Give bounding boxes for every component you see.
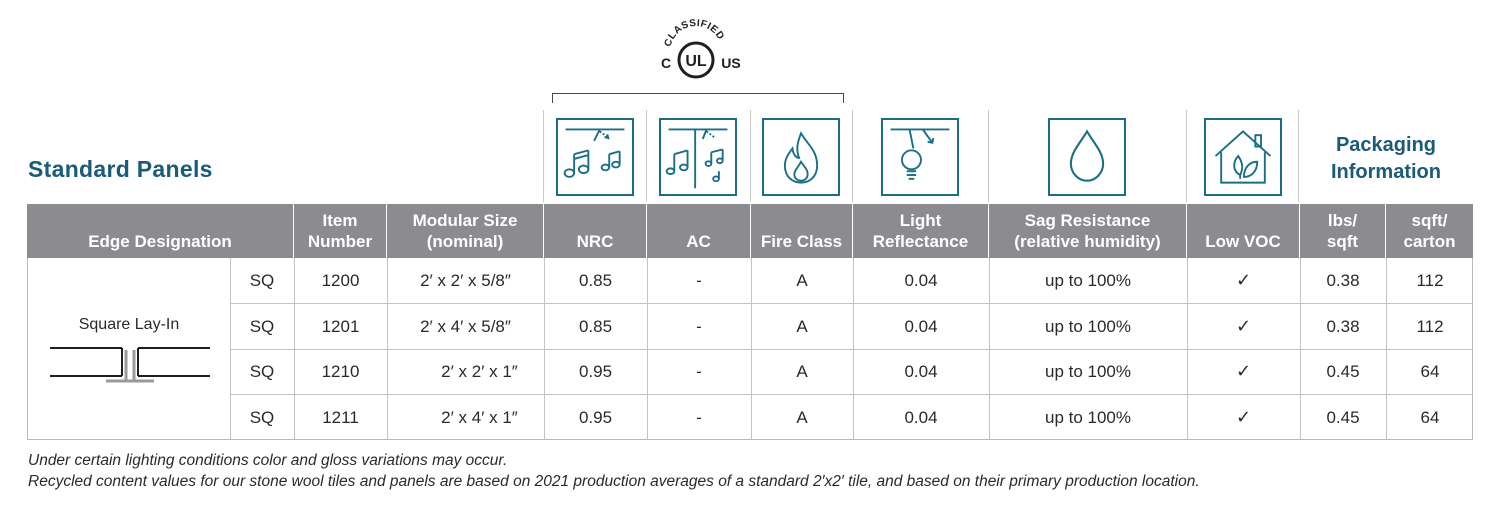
cell-sag-resistance: up to 100%	[1044, 362, 1131, 381]
cell-nrc: 0.95	[578, 408, 613, 427]
cell-sqft-carton: 64	[1420, 408, 1440, 427]
header-low-voc: Low VOC	[1186, 204, 1299, 258]
light-icon-cell	[852, 110, 988, 202]
square-lay-in-edge-icon	[50, 344, 210, 390]
ac-music-wall-icon	[659, 118, 737, 196]
cell-edge: SQ	[249, 317, 275, 336]
cell-item-number: 1201	[321, 317, 360, 336]
nrc-icon-cell	[543, 110, 646, 202]
section-title: Standard Panels	[28, 156, 213, 182]
fire-icon-cell	[750, 110, 852, 202]
footnote-color-variation: Under certain lighting conditions color …	[28, 452, 508, 469]
cell-fire-class: A	[796, 317, 808, 336]
header-ac: AC	[646, 204, 750, 258]
nrc-music-icon	[556, 118, 634, 196]
cell-light-reflectance: 0.04	[904, 408, 938, 427]
cell-nrc: 0.95	[578, 362, 613, 381]
header-sqft-carton: sqft/carton	[1385, 204, 1473, 258]
check-icon: ✓	[1235, 407, 1252, 427]
table-header-row: Edge Designation Item Number Modular Size…	[27, 204, 1473, 258]
cell-ac: -	[696, 317, 702, 336]
header-lbs-sqft: lbs/sqft	[1299, 204, 1385, 258]
check-icon: ✓	[1235, 270, 1252, 290]
fire-icon	[762, 118, 840, 196]
footnote-recycled-content: Recycled content values for our stone wo…	[28, 473, 1200, 490]
ul-classified-logo: CLASSIFIED UL C US	[640, 14, 750, 88]
packaging-information-title: Packaging Information	[1300, 132, 1472, 186]
svg-text:UL: UL	[685, 53, 707, 70]
cell-sqft-carton: 112	[1416, 271, 1444, 290]
cell-sqft-carton: 112	[1416, 317, 1444, 336]
cell-lbs-sqft: 0.45	[1326, 408, 1360, 427]
cell-light-reflectance: 0.04	[904, 317, 938, 336]
voc-icon-cell	[1186, 110, 1299, 202]
packaging-title-line-2: Information	[1331, 161, 1441, 183]
cell-sqft-carton: 64	[1420, 362, 1440, 381]
header-sag-resistance: Sag Resistance (relative humidity)	[988, 204, 1186, 258]
cell-item-number: 1200	[321, 271, 360, 290]
cell-light-reflectance: 0.04	[904, 362, 938, 381]
cell-edge: SQ	[249, 271, 275, 290]
cell-item-number: 1210	[321, 362, 360, 381]
header-edge-designation: Edge Designation	[88, 232, 232, 251]
cell-sag-resistance: up to 100%	[1044, 271, 1131, 290]
header-fire-class: Fire Class	[750, 204, 852, 258]
house-leaf-icon	[1204, 118, 1282, 196]
cell-modular-size: 2′ x 4′ x 1″	[441, 408, 518, 427]
cell-edge: SQ	[249, 408, 275, 427]
cell-fire-class: A	[796, 271, 808, 290]
cell-sag-resistance: up to 100%	[1044, 317, 1131, 336]
ul-bracket	[552, 93, 844, 103]
sag-icon-cell	[988, 110, 1186, 202]
light-reflectance-icon	[881, 118, 959, 196]
cell-fire-class: A	[796, 362, 808, 381]
cell-lbs-sqft: 0.45	[1326, 362, 1360, 381]
water-drop-icon	[1048, 118, 1126, 196]
cell-ac: -	[696, 271, 702, 290]
cell-modular-size: 2′ x 4′ x 5/8″	[420, 317, 511, 336]
header-modular-size: Modular Size (nominal)	[386, 204, 543, 258]
cell-nrc: 0.85	[578, 271, 613, 290]
cell-lbs-sqft: 0.38	[1326, 317, 1360, 336]
cell-sag-resistance: up to 100%	[1044, 408, 1131, 427]
packaging-title-line-1: Packaging	[1335, 134, 1437, 156]
cell-fire-class: A	[796, 408, 808, 427]
svg-text:US: US	[721, 55, 740, 71]
header-light-reflectance: Light Reflectance	[852, 204, 988, 258]
header-item-number: Item Number	[293, 204, 386, 258]
check-icon: ✓	[1235, 316, 1252, 336]
cell-modular-size: 2′ x 2′ x 1″	[441, 362, 518, 381]
cell-lbs-sqft: 0.38	[1326, 271, 1360, 290]
table-body: Square Lay-In SQ 1200 2′ x 2′ x 5/8″ 0.8…	[27, 258, 1473, 440]
cell-item-number: 1211	[322, 408, 359, 427]
cell-nrc: 0.85	[578, 317, 613, 336]
cell-ac: -	[696, 408, 702, 427]
edge-designation-label: Square Lay-In	[78, 316, 180, 333]
check-icon: ✓	[1235, 361, 1252, 381]
header-nrc: NRC	[543, 204, 646, 258]
svg-text:C: C	[661, 55, 671, 71]
cell-edge: SQ	[249, 362, 275, 381]
cell-modular-size: 2′ x 2′ x 5/8″	[420, 271, 511, 290]
cell-light-reflectance: 0.04	[904, 271, 938, 290]
cell-ac: -	[696, 362, 702, 381]
ac-icon-cell	[646, 110, 750, 202]
